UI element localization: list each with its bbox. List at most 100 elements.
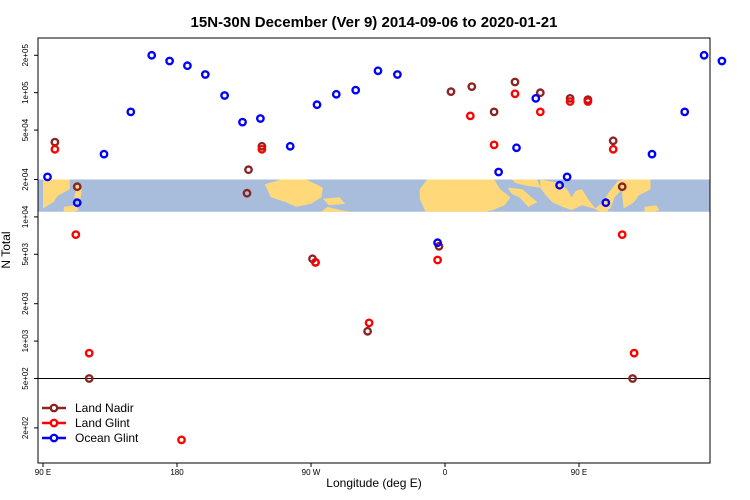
land-mass-6: [419, 179, 511, 212]
ocean-glint-point: [285, 141, 295, 151]
land-nadir-point: [628, 374, 637, 383]
land-mass-1: [63, 205, 79, 212]
ocean-glint-point: [351, 85, 361, 95]
ocean-glint-point: [494, 167, 503, 177]
land-nadir-point: [363, 326, 372, 336]
y-tick-label: 2e+02: [21, 416, 30, 439]
y-tick-label: 1e+04: [21, 205, 30, 228]
ocean-glint-point: [717, 56, 727, 66]
land-mass-10: [601, 207, 609, 212]
y-tick-label: 1e+03: [21, 329, 30, 352]
x-axis: 90 E 180 90 W 0 90 E: [35, 463, 587, 477]
x-tick-label: 180: [170, 468, 184, 477]
land-mass-3: [264, 179, 323, 207]
ocean-glint-point: [555, 180, 564, 190]
land-nadir-point: [72, 182, 82, 192]
land-glint-point: [629, 348, 639, 358]
ocean-glint-point: [392, 70, 402, 79]
y-tick-label: 5e+03: [21, 242, 30, 265]
land-mass-7: [507, 187, 538, 207]
ocean-glint-point: [562, 172, 572, 182]
land-glint-point: [583, 97, 593, 106]
land-mass-0: [43, 179, 70, 209]
land-mass-11: [622, 179, 651, 209]
ocean-glint-point: [647, 149, 657, 159]
ocean-glint-point: [699, 50, 709, 60]
ocean-glint-point: [680, 107, 690, 117]
land-glint-point: [311, 257, 320, 267]
land-glint-point: [71, 230, 81, 240]
ocean-glint-point: [512, 143, 521, 153]
land-mass-2: [74, 182, 82, 201]
x-tick-label: 90 W: [302, 468, 321, 477]
ocean-glint-point: [601, 198, 611, 208]
chart-title: 15N-30N December (Ver 9) 2014-09-06 to 2…: [191, 14, 558, 31]
y-tick-label: 5e+04: [21, 118, 30, 141]
x-tick-label: 90 E: [35, 468, 51, 477]
legend-marker-ocean-glint: [49, 433, 59, 443]
ocean-glint-point: [43, 172, 52, 182]
land-glint-point: [608, 144, 618, 154]
land-mass-8: [512, 179, 541, 188]
land-glint-point: [177, 435, 186, 445]
land-glint-point: [565, 97, 575, 106]
land-glint-point: [535, 107, 545, 117]
land-glint-point: [84, 348, 94, 358]
land-glint-point: [489, 140, 499, 150]
data-points: [43, 50, 727, 445]
y-tick-label: 2e+04: [21, 168, 30, 191]
land-glint-point: [433, 255, 442, 265]
y-tick-label: 2e+05: [21, 44, 30, 67]
land-nadir-point: [535, 88, 545, 98]
legend-label-ocean-glint: Ocean Glint: [75, 431, 139, 445]
land-mass-4: [322, 197, 346, 206]
legend-label-land-nadir: Land Nadir: [75, 401, 134, 415]
ocean-glint-point: [72, 198, 82, 208]
land-nadir-point: [84, 374, 94, 383]
ocean-glint-point: [373, 66, 383, 76]
ocean-glint-point: [99, 149, 109, 159]
ocean-glint-point: [531, 94, 541, 103]
land-nadir-point: [489, 107, 499, 117]
land-mass-12: [644, 205, 660, 212]
ocean-glint-point: [200, 70, 210, 79]
legend-marker-land-nadir: [49, 403, 59, 413]
y-tick-label: 2e+03: [21, 292, 30, 315]
ocean-glint-point: [433, 238, 442, 248]
land-nadir-point: [565, 94, 575, 103]
land-nadir-point: [467, 82, 477, 92]
land-glint-point: [50, 144, 60, 154]
ocean-glint-point: [182, 61, 192, 71]
ocean-glint-point: [331, 89, 341, 99]
ocean-glint-point: [238, 117, 247, 127]
land-nadir-point: [242, 188, 252, 198]
land-nadir-point: [244, 165, 253, 175]
legend-marker-land-glint: [49, 418, 59, 428]
land-glint-point: [364, 318, 374, 328]
y-axis-label: N Total: [0, 231, 13, 268]
world-map-band: [38, 179, 710, 212]
plot-frame: [37, 37, 711, 464]
ocean-glint-point: [147, 50, 157, 60]
x-tick-label: 0: [443, 468, 448, 477]
land-glint-point: [257, 144, 267, 154]
ocean-glint-point: [312, 100, 322, 110]
y-tick-label: 5e+02: [21, 367, 30, 390]
land-glint-point: [510, 89, 520, 99]
y-axis: 2e+02 5e+02 1e+03 2e+03 5e+03 1e+04 2e+04 5e+04…: [21, 44, 38, 439]
x-axis-label: Longitude (deg E): [326, 476, 421, 490]
land-mass-5: [321, 206, 352, 212]
ocean-glint-point: [126, 107, 136, 117]
ocean-glint-point: [220, 91, 230, 100]
x-tick-label: 90 E: [571, 468, 587, 477]
legend-label-land-glint: Land Glint: [75, 416, 130, 430]
land-glint-point: [465, 111, 475, 121]
land-nadir-point: [446, 87, 456, 97]
land-nadir-point: [510, 77, 520, 87]
land-glint-point: [617, 230, 627, 240]
y-tick-label: 1e+05: [21, 81, 30, 104]
ocean-glint-point: [255, 114, 265, 123]
land-nadir-point: [608, 136, 618, 146]
